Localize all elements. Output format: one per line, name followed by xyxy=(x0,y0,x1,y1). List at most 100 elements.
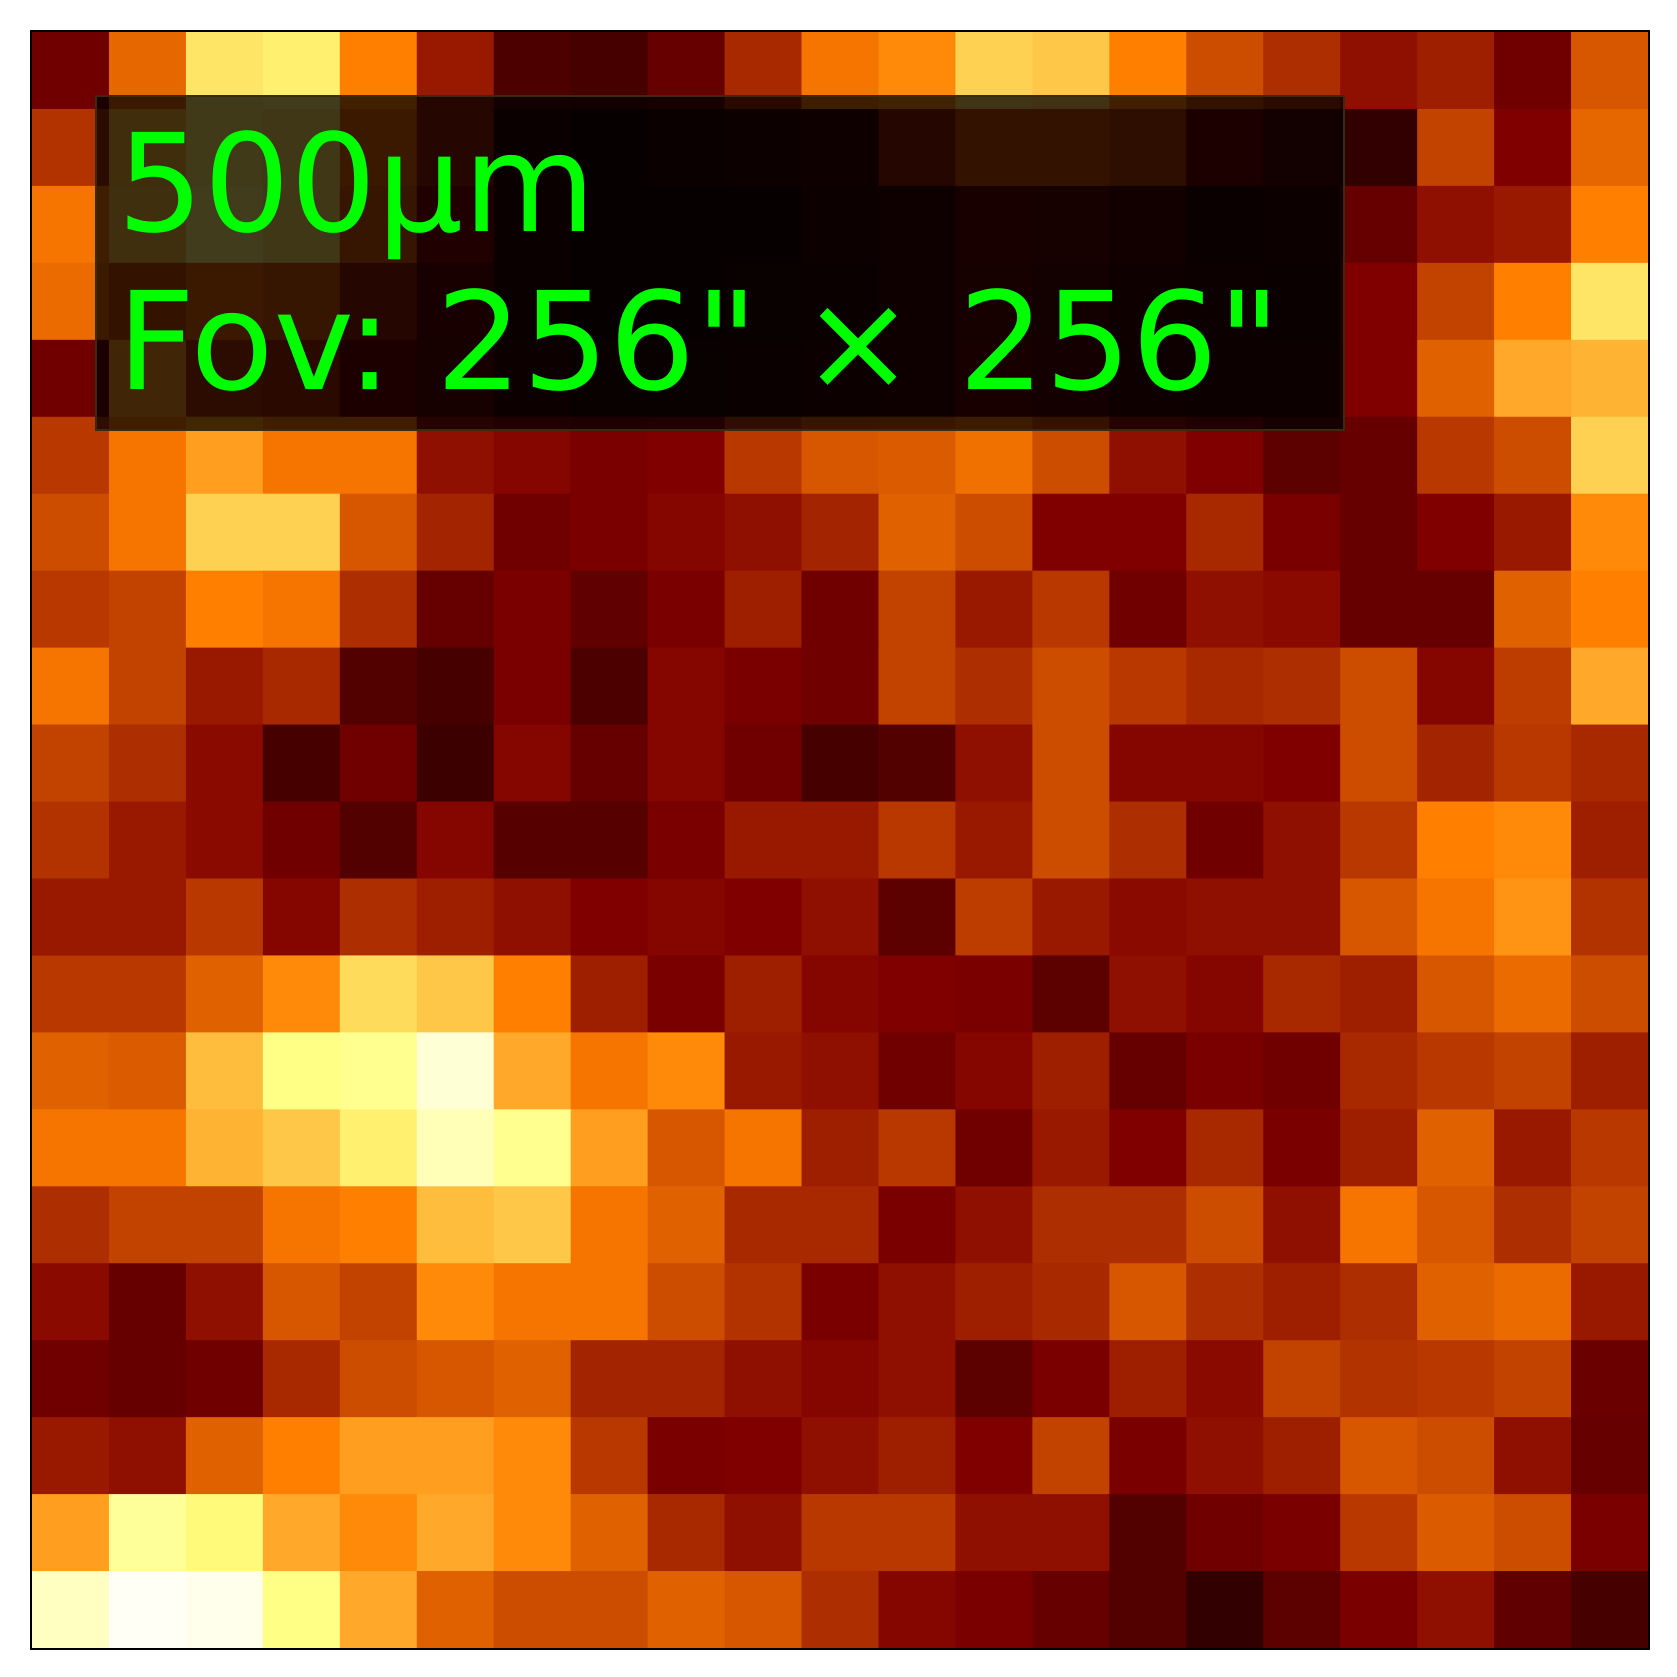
pixel-cell xyxy=(955,1417,1034,1496)
pixel-cell xyxy=(1263,1186,1342,1265)
pixel-cell xyxy=(1571,32,1648,111)
pixel-cell xyxy=(185,493,265,573)
pixel-cell xyxy=(570,955,650,1034)
pixel-cell xyxy=(1417,1417,1496,1496)
pixel-cell xyxy=(1340,108,1419,188)
pixel-cell xyxy=(1417,801,1496,881)
pixel-cell xyxy=(262,1340,342,1419)
pixel-cell xyxy=(1417,955,1496,1034)
pixel-cell xyxy=(1186,724,1265,804)
pixel-cell xyxy=(1494,570,1573,650)
pixel-cell xyxy=(647,1340,727,1419)
pixel-cell xyxy=(1571,1186,1648,1265)
pixel-cell xyxy=(1417,1263,1496,1342)
pixel-cell xyxy=(570,1494,650,1573)
pixel-cell xyxy=(1109,1263,1188,1342)
pixel-cell xyxy=(570,1571,650,1648)
pixel-cell xyxy=(801,647,881,727)
pixel-cell xyxy=(32,647,111,727)
pixel-cell xyxy=(1494,955,1573,1034)
pixel-cell xyxy=(1494,1032,1573,1111)
pixel-cell xyxy=(262,724,342,804)
pixel-cell xyxy=(493,1571,573,1648)
pixel-cell xyxy=(1494,416,1573,496)
pixel-cell xyxy=(955,801,1034,881)
pixel-cell xyxy=(647,647,727,727)
pixel-cell xyxy=(801,1494,881,1573)
pixel-cell xyxy=(1494,724,1573,804)
pixel-cell xyxy=(1109,801,1188,881)
pixel-cell xyxy=(32,1263,111,1342)
pixel-cell xyxy=(1109,1186,1188,1265)
pixel-cell xyxy=(493,647,573,727)
pixel-cell xyxy=(1417,1109,1496,1188)
pixel-cell xyxy=(1186,878,1265,957)
pixel-cell xyxy=(339,724,419,804)
pixel-cell xyxy=(32,493,111,573)
pixel-cell xyxy=(647,1571,727,1648)
pixel-cell xyxy=(493,1186,573,1265)
pixel-cell xyxy=(1417,108,1496,188)
pixel-cell xyxy=(185,1109,265,1188)
pixel-cell xyxy=(1186,1494,1265,1573)
pixel-cell xyxy=(262,647,342,727)
pixel-cell xyxy=(1340,1571,1419,1648)
pixel-cell xyxy=(647,1263,727,1342)
pixel-cell xyxy=(1263,955,1342,1034)
pixel-cell xyxy=(32,801,111,881)
pixel-cell xyxy=(801,878,881,957)
pixel-cell xyxy=(493,1494,573,1573)
pixel-cell xyxy=(1494,878,1573,957)
pixel-cell xyxy=(1186,1263,1265,1342)
pixel-cell xyxy=(647,801,727,881)
pixel-cell xyxy=(955,1340,1034,1419)
pixel-cell xyxy=(724,1263,804,1342)
pixel-cell xyxy=(724,570,804,650)
pixel-cell xyxy=(724,955,804,1034)
pixel-cell xyxy=(878,493,957,573)
pixel-cell xyxy=(493,801,573,881)
pixel-cell xyxy=(493,1032,573,1111)
pixel-cell xyxy=(108,1494,188,1573)
pixel-cell xyxy=(1340,1263,1419,1342)
pixel-cell xyxy=(570,570,650,650)
pixel-cell xyxy=(801,1340,881,1419)
pixel-cell xyxy=(262,493,342,573)
label-overlay: 500μm Fov: 256" × 256" xyxy=(95,95,1345,431)
pixel-cell xyxy=(955,493,1034,573)
fov-label: Fov: 256" × 256" xyxy=(117,264,1281,422)
pixel-cell xyxy=(1340,878,1419,957)
pixel-cell xyxy=(801,1186,881,1265)
pixel-cell xyxy=(955,1263,1034,1342)
pixel-cell xyxy=(1263,878,1342,957)
pixel-cell xyxy=(878,1186,957,1265)
pixel-cell xyxy=(1032,1032,1111,1111)
pixel-cell xyxy=(955,1571,1034,1648)
pixel-cell xyxy=(416,493,496,573)
pixel-cell xyxy=(1340,262,1419,342)
pixel-cell xyxy=(1032,1494,1111,1573)
pixel-cell xyxy=(801,1032,881,1111)
pixel-cell xyxy=(1340,339,1419,419)
pixel-cell xyxy=(878,1032,957,1111)
pixel-cell xyxy=(262,1494,342,1573)
pixel-cell xyxy=(724,493,804,573)
image-frame: 500μm Fov: 256" × 256" xyxy=(30,30,1650,1650)
pixel-cell xyxy=(32,1186,111,1265)
pixel-cell xyxy=(1571,1032,1648,1111)
pixel-cell xyxy=(416,1494,496,1573)
pixel-cell xyxy=(1340,493,1419,573)
pixel-cell xyxy=(262,1032,342,1111)
pixel-cell xyxy=(801,1263,881,1342)
pixel-cell xyxy=(1186,1032,1265,1111)
pixel-cell xyxy=(647,1032,727,1111)
pixel-cell xyxy=(724,1109,804,1188)
pixel-cell xyxy=(570,1032,650,1111)
pixel-cell xyxy=(1032,1340,1111,1419)
pixel-cell xyxy=(1571,724,1648,804)
pixel-cell xyxy=(1263,1263,1342,1342)
pixel-cell xyxy=(724,1340,804,1419)
pixel-cell xyxy=(262,1263,342,1342)
pixel-cell xyxy=(108,801,188,881)
pixel-cell xyxy=(108,1340,188,1419)
